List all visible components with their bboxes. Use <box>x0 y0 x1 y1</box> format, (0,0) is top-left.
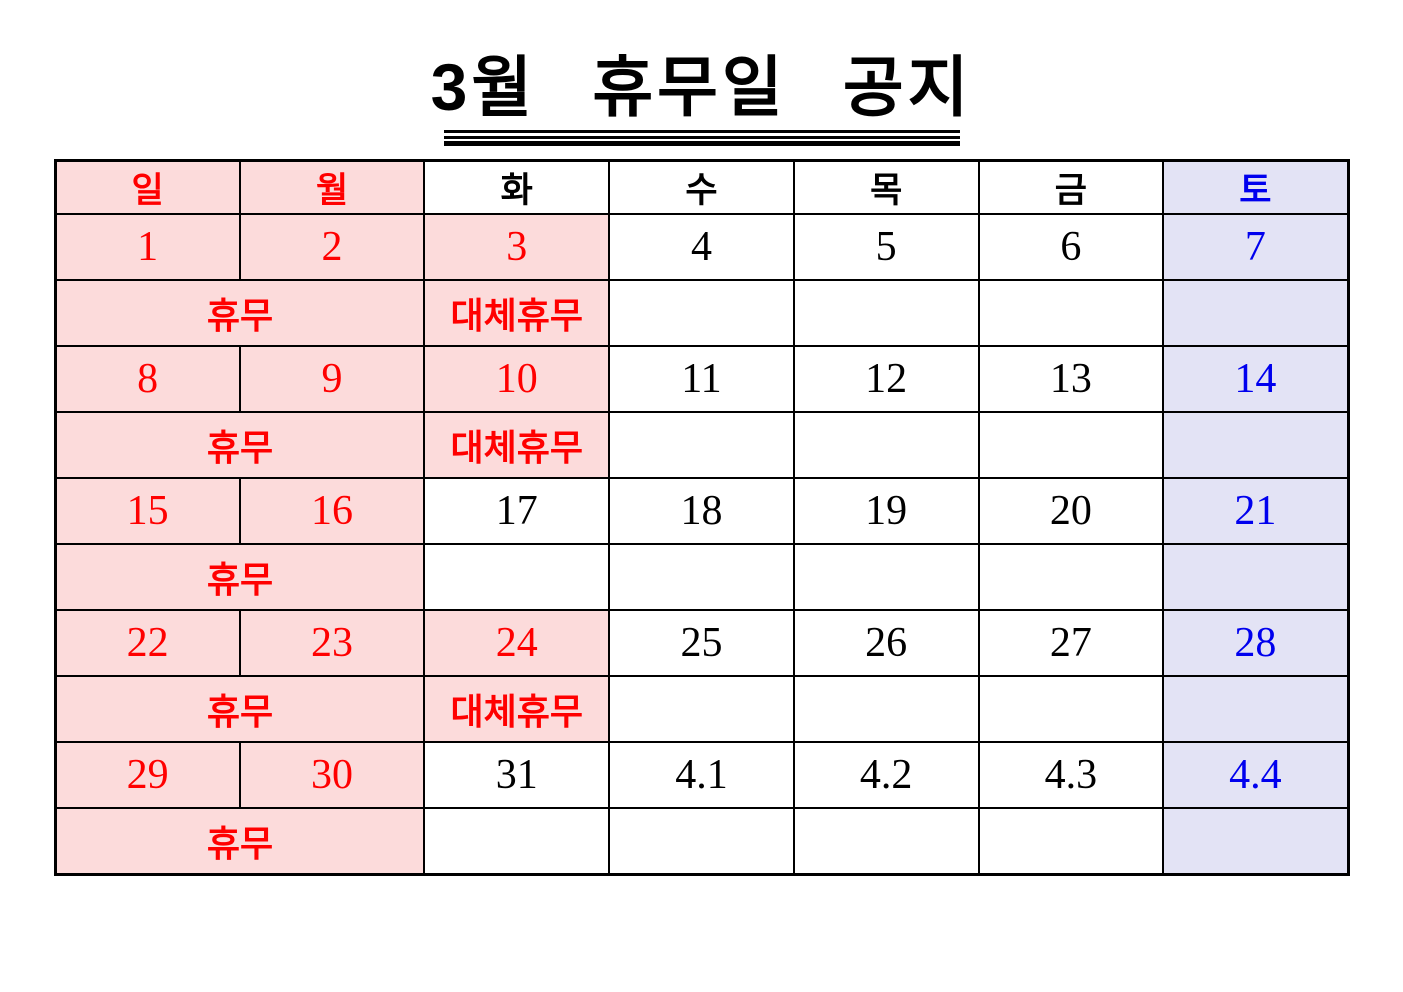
status-row: 휴무 <box>53 807 1349 876</box>
status-cell <box>1162 543 1349 612</box>
title-underline-rule <box>443 130 960 147</box>
day-header-sat: 토 <box>1162 159 1349 216</box>
date-cell: 19 <box>792 477 980 546</box>
status-cell: 대체휴무 <box>423 279 611 348</box>
status-cell <box>608 279 795 348</box>
day-header-mon: 월 <box>238 159 426 216</box>
status-cell <box>1162 411 1349 480</box>
day-header-sun: 일 <box>54 159 241 216</box>
date-cell: 22 <box>54 609 241 678</box>
date-cell: 30 <box>238 741 426 810</box>
date-cell: 4.1 <box>608 741 795 810</box>
status-cell <box>977 543 1165 612</box>
status-cell <box>792 411 980 480</box>
date-cell: 17 <box>423 477 611 546</box>
date-row: 1 2 3 4 5 6 7 <box>54 213 1349 282</box>
status-cell <box>977 675 1165 744</box>
status-merged-cell: 휴무 <box>53 543 426 612</box>
date-cell: 9 <box>238 345 426 414</box>
date-cell: 18 <box>608 477 795 546</box>
date-row: 22 23 24 25 26 27 28 <box>54 609 1349 678</box>
status-cell <box>792 543 980 612</box>
status-merged-cell: 휴무 <box>53 807 426 876</box>
status-cell <box>1162 807 1349 876</box>
date-cell: 4.3 <box>977 741 1165 810</box>
status-cell: 대체휴무 <box>423 675 611 744</box>
status-cell <box>977 807 1165 876</box>
status-cell <box>608 807 795 876</box>
date-cell: 10 <box>423 345 611 414</box>
date-cell: 4.4 <box>1162 741 1349 810</box>
date-cell: 1 <box>54 213 241 282</box>
status-row: 휴무 <box>53 543 1349 612</box>
status-cell <box>423 543 611 612</box>
day-header-wed: 수 <box>608 159 795 216</box>
date-cell: 12 <box>792 345 980 414</box>
date-cell: 4.2 <box>792 741 980 810</box>
date-cell: 3 <box>423 213 611 282</box>
date-cell: 14 <box>1162 345 1349 414</box>
status-cell <box>608 411 795 480</box>
date-row: 15 16 17 18 19 20 21 <box>54 477 1349 546</box>
date-cell: 26 <box>792 609 980 678</box>
day-header-thu: 목 <box>792 159 980 216</box>
date-cell: 13 <box>977 345 1165 414</box>
date-row: 29 30 31 4.1 4.2 4.3 4.4 <box>54 741 1349 810</box>
status-cell <box>792 807 980 876</box>
status-merged-cell: 휴무 <box>53 411 426 480</box>
status-cell <box>977 279 1165 348</box>
date-cell: 6 <box>977 213 1165 282</box>
date-cell: 11 <box>608 345 795 414</box>
holiday-calendar-table: 일 월 화 수 목 금 토 1 2 3 4 5 6 7 휴무 대체휴무 <box>53 159 1350 877</box>
day-header-tue: 화 <box>423 159 611 216</box>
status-merged-cell: 휴무 <box>53 279 426 348</box>
date-cell: 23 <box>238 609 426 678</box>
date-cell: 4 <box>608 213 795 282</box>
date-cell: 8 <box>54 345 241 414</box>
status-cell <box>423 807 611 876</box>
status-cell <box>977 411 1165 480</box>
status-cell <box>608 675 795 744</box>
status-cell: 대체휴무 <box>423 411 611 480</box>
date-cell: 28 <box>1162 609 1349 678</box>
date-cell: 15 <box>54 477 241 546</box>
status-cell <box>792 279 980 348</box>
date-row: 8 9 10 11 12 13 14 <box>54 345 1349 414</box>
status-row: 휴무 대체휴무 <box>53 279 1349 348</box>
date-cell: 2 <box>238 213 426 282</box>
date-cell: 25 <box>608 609 795 678</box>
date-cell: 16 <box>238 477 426 546</box>
date-cell: 29 <box>54 741 241 810</box>
status-row: 휴무 대체휴무 <box>53 411 1349 480</box>
date-cell: 20 <box>977 477 1165 546</box>
status-cell <box>1162 279 1349 348</box>
date-cell: 31 <box>423 741 611 810</box>
status-row: 휴무 대체휴무 <box>53 675 1349 744</box>
status-cell <box>792 675 980 744</box>
date-cell: 24 <box>423 609 611 678</box>
date-cell: 21 <box>1162 477 1349 546</box>
day-header-row: 일 월 화 수 목 금 토 <box>54 159 1349 216</box>
date-cell: 5 <box>792 213 980 282</box>
day-header-fri: 금 <box>977 159 1165 216</box>
page-title: 3월 휴무일 공지 <box>430 50 973 124</box>
date-cell: 7 <box>1162 213 1349 282</box>
status-cell <box>608 543 795 612</box>
date-cell: 27 <box>977 609 1165 678</box>
status-merged-cell: 휴무 <box>53 675 426 744</box>
status-cell <box>1162 675 1349 744</box>
